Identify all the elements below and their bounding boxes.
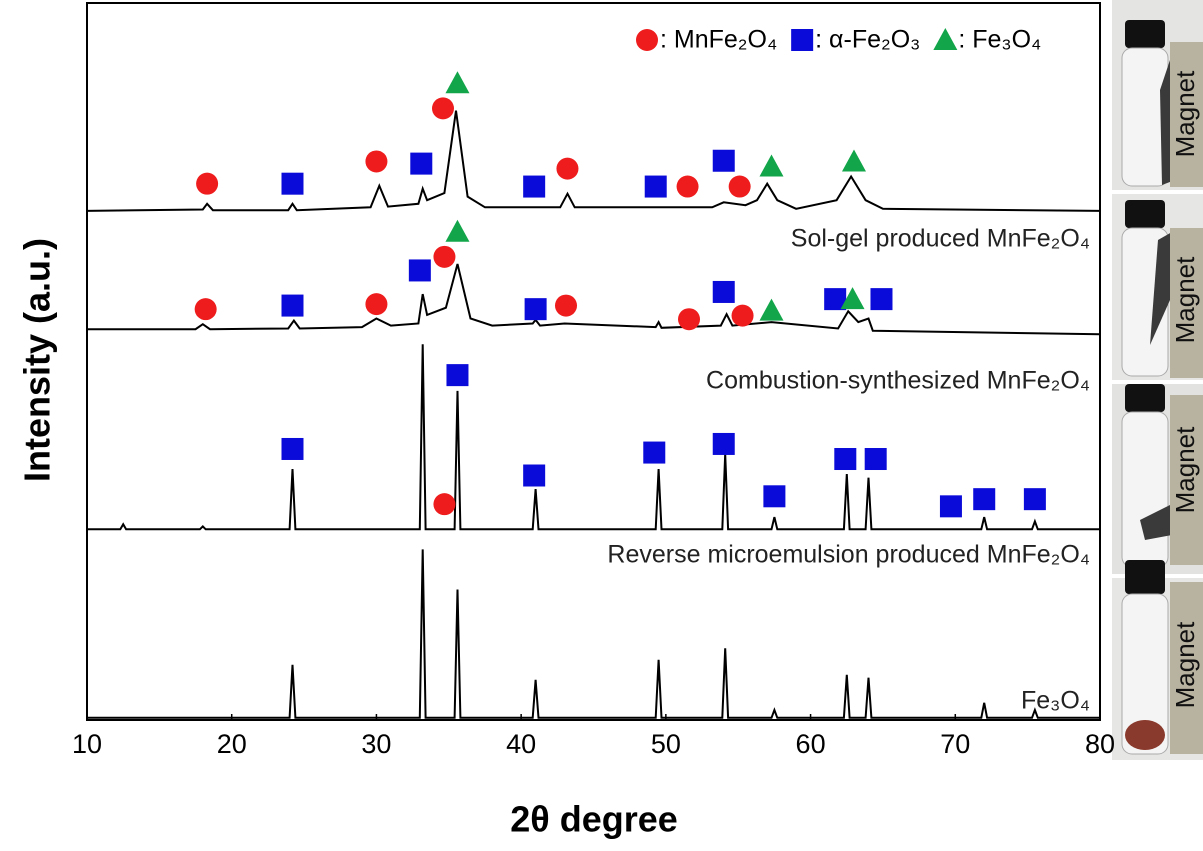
phase-marker (864, 448, 887, 471)
vial-cap (1125, 20, 1165, 48)
xrd-pattern (87, 549, 1100, 719)
phase-marker (712, 280, 735, 303)
x-tick-label: 60 (796, 729, 826, 759)
magnet (1170, 228, 1203, 378)
legend-label: : Fe₃O₄ (958, 26, 1041, 54)
phase-marker (433, 245, 456, 268)
phase-marker (523, 175, 546, 198)
phase-marker (410, 152, 433, 175)
phase-marker (365, 150, 388, 173)
vial-cap (1125, 384, 1165, 412)
photo: Magnet (1112, 0, 1203, 190)
xrd-pattern (87, 344, 1100, 531)
phase-marker (643, 441, 666, 464)
magnet-label: Magnet (1170, 426, 1200, 513)
x-axis-title: 2θ degree (510, 799, 678, 840)
phase-marker (834, 448, 857, 471)
series-label: Sol-gel produced MnFe₂O₄ (791, 225, 1090, 253)
phase-marker (840, 287, 865, 310)
phase-marker (939, 495, 962, 518)
phase-marker (841, 149, 866, 172)
x-tick-label: 20 (217, 729, 247, 759)
phase-marker (676, 175, 699, 198)
legend-marker (636, 29, 658, 51)
phase-marker (281, 294, 304, 317)
phase-marker (281, 172, 304, 195)
magnet (1170, 395, 1203, 565)
phase-marker (728, 175, 751, 198)
photo: Magnet (1112, 560, 1203, 760)
series-label: Reverse microemulsion produced MnFe₂O₄ (607, 541, 1090, 569)
x-tick-label: 70 (940, 729, 970, 759)
phase-marker (763, 485, 786, 508)
xrd-pattern (86, 110, 1101, 212)
x-tick-label: 30 (361, 729, 391, 759)
phase-marker (759, 154, 784, 177)
magnet (1170, 42, 1203, 187)
phase-marker (678, 308, 701, 331)
legend-marker (791, 29, 814, 51)
vial (1121, 593, 1169, 755)
phase-marker (523, 464, 546, 487)
y-axis-title: Intensity (a.u.) (17, 238, 58, 482)
phase-marker (824, 288, 847, 311)
phase-marker (524, 298, 547, 321)
photo: Magnet (1112, 194, 1203, 380)
plot-frame (86, 2, 1101, 721)
legend: : MnFe₂O₄ : α-Fe₂O₃ : Fe₃O₄ (636, 26, 1041, 54)
phase-marker (445, 219, 470, 242)
phase-marker (644, 175, 667, 198)
series-label: Combustion-synthesized MnFe₂O₄ (706, 367, 1090, 395)
powder (1140, 505, 1172, 540)
vial (1121, 411, 1169, 568)
phase-marker (973, 488, 996, 511)
x-tick-label: 80 (1085, 729, 1115, 759)
phase-marker (759, 298, 784, 321)
photo-panels: Magnet Magnet Magnet Magnet (1112, 0, 1203, 760)
phase-marker (408, 259, 431, 282)
xrd-pattern (87, 263, 1101, 336)
x-tick-label: 10 (72, 729, 102, 759)
magnet (1170, 582, 1203, 754)
phase-marker (870, 288, 893, 311)
phase-marker (1023, 488, 1046, 511)
phase-marker (555, 294, 578, 317)
phase-marker (281, 437, 304, 460)
x-tick-label: 50 (651, 729, 681, 759)
magnet-label: Magnet (1170, 256, 1200, 343)
phase-marker (556, 157, 579, 180)
phase-marker (712, 432, 735, 455)
phase-marker (712, 149, 735, 172)
phase-marker (431, 97, 454, 120)
phase-marker (194, 298, 217, 321)
phase-marker (445, 71, 470, 94)
photo: Magnet (1112, 384, 1203, 574)
legend-marker (933, 28, 958, 50)
series-label: Fe₃O₄ (1021, 687, 1090, 715)
legend-label: : α-Fe₂O₃ (815, 26, 920, 54)
phase-marker (365, 293, 388, 316)
phase-marker (446, 364, 469, 387)
magnet-label: Magnet (1170, 621, 1200, 708)
legend-label: : MnFe₂O₄ (660, 26, 777, 54)
vial-cap (1125, 200, 1165, 228)
x-tick-label: 40 (506, 729, 536, 759)
powder (1125, 720, 1165, 750)
phase-marker (731, 304, 754, 327)
phase-marker (196, 172, 219, 195)
powder (1150, 232, 1172, 345)
phase-marker (433, 493, 456, 516)
vial-cap (1125, 560, 1165, 594)
magnet-label: Magnet (1170, 70, 1200, 157)
